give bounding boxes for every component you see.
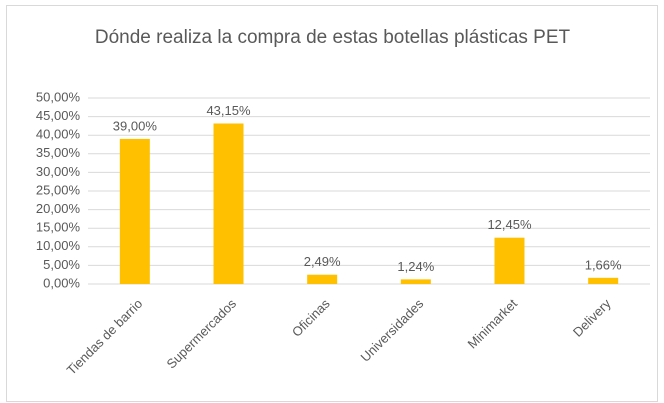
- data-label: 1,24%: [397, 259, 434, 274]
- x-tick-label: Oficinas: [289, 296, 333, 340]
- y-tick-label: 10,00%: [36, 238, 81, 253]
- y-tick-label: 40,00%: [36, 127, 81, 142]
- bar: [588, 277, 619, 284]
- data-label: 43,15%: [206, 103, 251, 118]
- bar: [213, 123, 244, 285]
- x-tick-label: Supermercados: [164, 296, 240, 372]
- chart-border: [6, 5, 658, 402]
- bar: [307, 274, 338, 284]
- y-tick-label: 20,00%: [36, 201, 81, 216]
- bar: [494, 237, 525, 284]
- x-tick-label: Universidades: [358, 296, 427, 365]
- y-tick-label: 30,00%: [36, 164, 81, 179]
- data-label: 12,45%: [487, 217, 532, 232]
- data-label: 1,66%: [585, 257, 622, 272]
- x-tick-label: Tiendas de barrio: [64, 296, 146, 378]
- y-tick-label: 35,00%: [36, 145, 81, 160]
- chart-title: Dónde realiza la compra de estas botella…: [94, 27, 571, 48]
- data-label: 2,49%: [304, 254, 341, 269]
- y-tick-label: 5,00%: [43, 257, 80, 272]
- bar: [400, 279, 431, 284]
- y-tick-label: 50,00%: [36, 89, 81, 104]
- y-tick-label: 15,00%: [36, 220, 81, 235]
- x-tick-label: Minimarket: [464, 296, 520, 352]
- x-tick-label: Delivery: [570, 296, 614, 340]
- bar: [119, 138, 150, 284]
- y-tick-label: 0,00%: [43, 275, 80, 290]
- data-label: 39,00%: [113, 118, 158, 133]
- y-tick-label: 45,00%: [36, 108, 81, 123]
- y-tick-label: 25,00%: [36, 182, 81, 197]
